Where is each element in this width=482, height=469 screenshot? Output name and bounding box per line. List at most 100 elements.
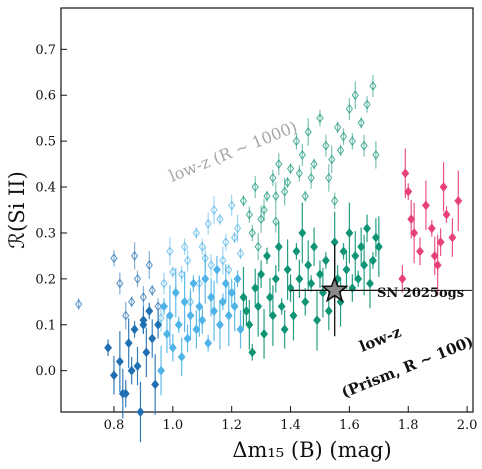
prism-point-35 bbox=[218, 293, 227, 311]
diamond-marker bbox=[233, 223, 242, 234]
diamond-marker bbox=[201, 274, 210, 284]
prism-point-68 bbox=[316, 260, 324, 289]
diamond-marker bbox=[133, 274, 142, 284]
diamond-marker bbox=[257, 214, 265, 225]
lowres-point-11 bbox=[166, 237, 174, 266]
diamond-marker bbox=[345, 228, 354, 238]
diamond-marker bbox=[331, 195, 339, 206]
diamond-marker bbox=[410, 228, 419, 238]
diamond-marker bbox=[398, 274, 407, 284]
diamond-marker bbox=[286, 163, 295, 174]
diamond-marker bbox=[372, 150, 380, 160]
diamond-marker bbox=[221, 278, 230, 289]
diamond-marker bbox=[160, 278, 168, 289]
diamond-marker bbox=[357, 241, 366, 252]
diamond-marker bbox=[254, 301, 263, 312]
lowres-point-39 bbox=[328, 145, 336, 174]
lowres-point-36 bbox=[310, 158, 318, 170]
lowres-point-56 bbox=[283, 176, 292, 188]
prism-point-24 bbox=[186, 290, 195, 341]
diamond-marker bbox=[433, 260, 442, 270]
lowres-point-43 bbox=[351, 81, 359, 109]
prism-point-1 bbox=[110, 355, 118, 395]
prism-point-11 bbox=[148, 319, 157, 358]
prism-point-5 bbox=[130, 321, 139, 338]
diamond-marker bbox=[171, 287, 180, 298]
prism-point-67 bbox=[313, 289, 321, 351]
prism-point-45 bbox=[248, 344, 257, 361]
diamond-marker bbox=[168, 342, 177, 353]
diamond-marker bbox=[116, 278, 124, 289]
prism-point-43 bbox=[242, 297, 251, 325]
lowres-point-62 bbox=[360, 134, 368, 157]
prism-point-95 bbox=[427, 220, 436, 237]
diamond-marker bbox=[178, 269, 186, 280]
diamond-marker bbox=[416, 246, 424, 257]
prism-point-51 bbox=[266, 277, 274, 317]
lowres-point-3 bbox=[122, 301, 130, 330]
prism-point-100 bbox=[442, 206, 451, 223]
prism-point-6 bbox=[133, 346, 142, 386]
diamond-marker bbox=[277, 301, 286, 312]
lowres-point-19 bbox=[210, 196, 218, 224]
prism-point-39 bbox=[230, 281, 239, 332]
diamond-marker bbox=[124, 338, 133, 348]
lowres-point-46 bbox=[369, 75, 377, 98]
lowres-point-26 bbox=[251, 176, 259, 199]
diamond-marker bbox=[269, 173, 277, 183]
prism-point-22 bbox=[180, 271, 189, 333]
diamond-marker bbox=[369, 255, 377, 266]
prism-point-16 bbox=[163, 314, 171, 354]
lowres-point-14 bbox=[183, 249, 192, 272]
diamond-marker bbox=[281, 186, 289, 197]
prism-point-96 bbox=[430, 236, 439, 276]
prism-point-40 bbox=[233, 270, 242, 288]
lowres-point-47 bbox=[157, 304, 165, 332]
prism-point-12 bbox=[151, 354, 160, 415]
lowres-point-8 bbox=[148, 284, 156, 296]
diamond-marker bbox=[139, 292, 148, 303]
diamond-marker bbox=[128, 296, 136, 307]
diamond-marker bbox=[251, 283, 260, 293]
y-tick-label-4: 0.4 bbox=[35, 181, 56, 196]
diamond-marker bbox=[75, 299, 83, 309]
diamond-marker bbox=[177, 352, 186, 362]
lowres-point-30 bbox=[275, 153, 283, 176]
prism-point-59 bbox=[289, 290, 298, 341]
lowres-point-35 bbox=[304, 118, 312, 146]
prism-point-64 bbox=[304, 240, 313, 290]
diamond-marker bbox=[354, 274, 363, 284]
x-tick-label-2: 1.2 bbox=[221, 418, 242, 433]
diamond-marker bbox=[263, 191, 271, 202]
prism-point-29 bbox=[201, 254, 210, 304]
lowres-point-71 bbox=[130, 242, 139, 270]
lowres-point-17 bbox=[198, 238, 206, 255]
y-tick-label-1: 0.1 bbox=[35, 318, 56, 333]
diamond-marker bbox=[148, 333, 157, 344]
prism-point-37 bbox=[224, 285, 233, 346]
diamond-marker bbox=[304, 127, 312, 137]
diamond-marker bbox=[321, 255, 330, 266]
diamond-marker bbox=[307, 278, 316, 289]
diamond-marker bbox=[260, 205, 268, 215]
prism-point-44 bbox=[245, 299, 254, 350]
prism-point-19 bbox=[171, 267, 180, 318]
diamond-marker bbox=[401, 168, 410, 179]
prism-point-0 bbox=[104, 339, 113, 356]
diamond-marker bbox=[351, 90, 359, 101]
diamond-marker bbox=[169, 267, 177, 277]
diamond-marker bbox=[436, 237, 445, 247]
diamond-marker bbox=[260, 329, 268, 339]
prism-point-65 bbox=[307, 275, 316, 292]
diamond-marker bbox=[307, 173, 315, 183]
diamond-marker bbox=[157, 365, 165, 376]
diamond-marker bbox=[230, 301, 239, 312]
lowres-point-45 bbox=[363, 96, 371, 113]
y-tick-label-2: 0.2 bbox=[35, 272, 56, 287]
diamond-marker bbox=[239, 195, 248, 206]
diamond-marker bbox=[448, 232, 457, 243]
prism-point-46 bbox=[251, 268, 260, 308]
prism-point-36 bbox=[221, 264, 230, 303]
prism-point-55 bbox=[277, 298, 286, 315]
